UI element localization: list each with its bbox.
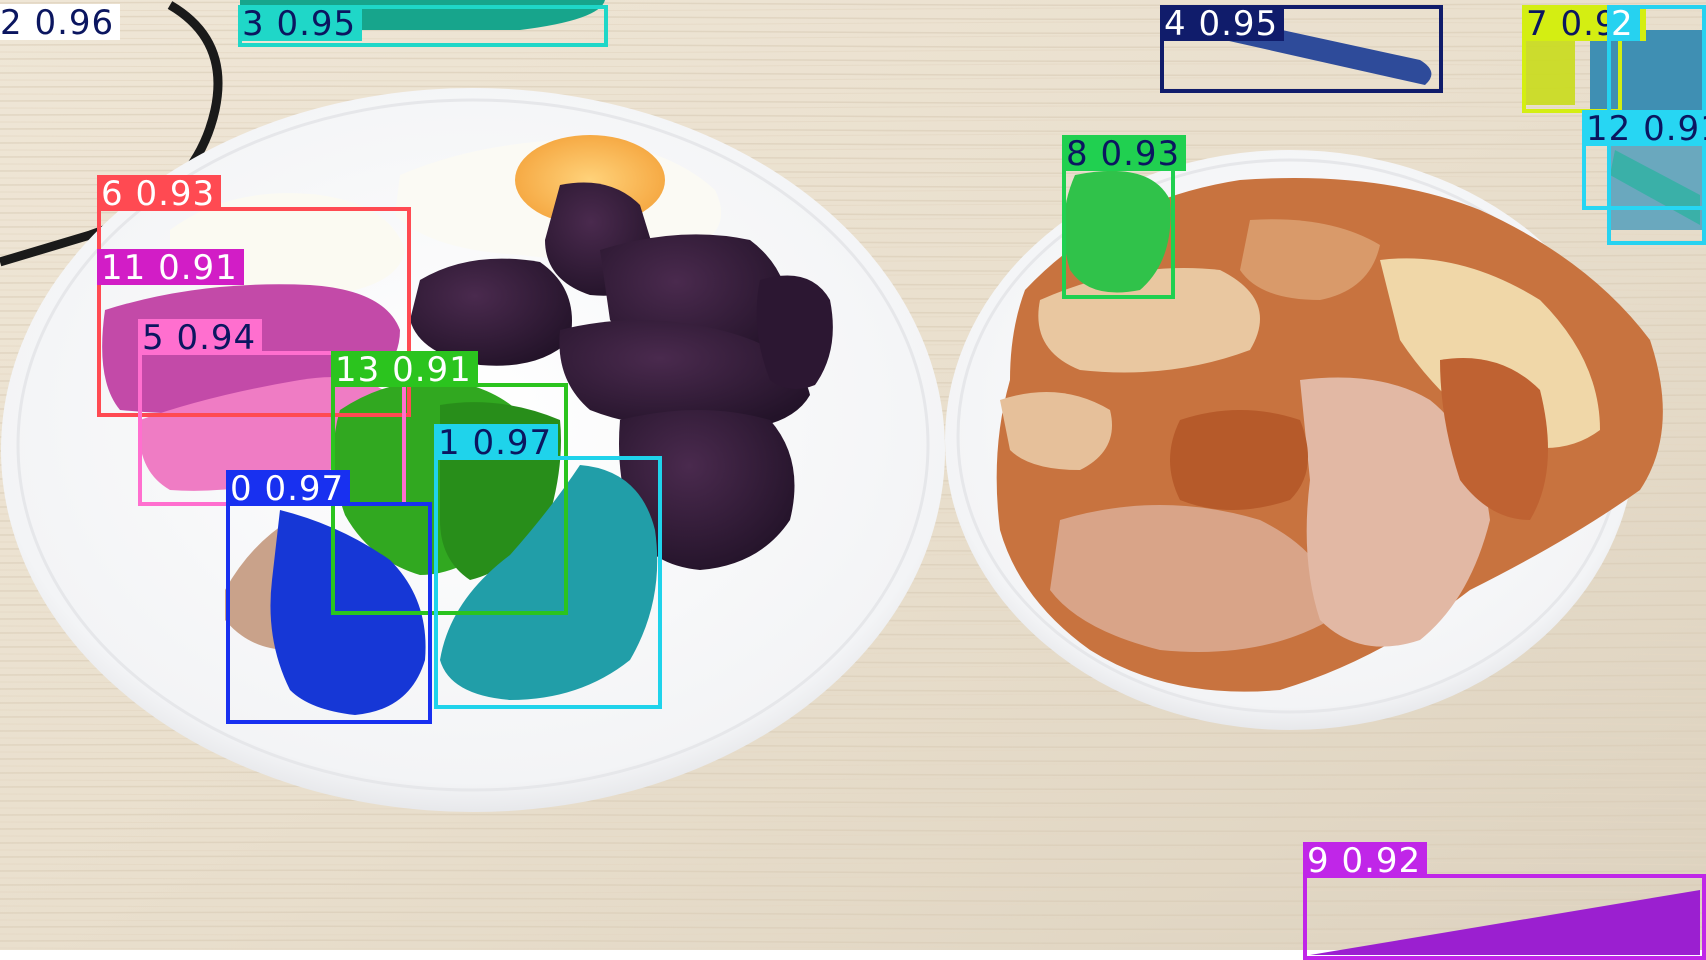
detection-box: 8 0.93 [1062,135,1187,299]
detection-label: 3 0.95 [238,5,363,43]
detection-box: 0 0.97 [226,470,432,724]
detection-box: 12 0.91 [1582,110,1706,210]
teal-item [440,465,658,700]
detection-label: 9 0.92 [1303,842,1428,880]
detection-label: 8 0.93 [1062,135,1187,173]
detection-box: 6 0.93 [97,175,411,417]
detection-box: 1 0.97 [434,424,662,709]
detection-box: 9 0.92 [1303,842,1706,960]
detection-label: 4 0.95 [1160,5,1285,43]
purple-sweet-potato [410,182,833,570]
detection-box: 2 0.96 [0,4,121,46]
detection-label: 5 0.94 [138,319,263,357]
detection-box: 3 0.95 [238,5,608,47]
detection-label: 2 0.96 [0,4,121,42]
detection-label: 2 [1607,5,1640,43]
detection-box: 11 0.91 [97,249,244,289]
detection-label: 6 0.93 [97,175,222,213]
detection-label: 0 0.97 [226,470,351,508]
detection-label: 12 0.91 [1582,110,1706,148]
detection-label: 11 0.91 [97,249,244,287]
detection-box: 4 0.95 [1160,5,1443,93]
detection-label: 1 0.97 [434,424,559,462]
detection-label: 13 0.91 [331,351,478,389]
kimchi-pork [996,178,1663,692]
